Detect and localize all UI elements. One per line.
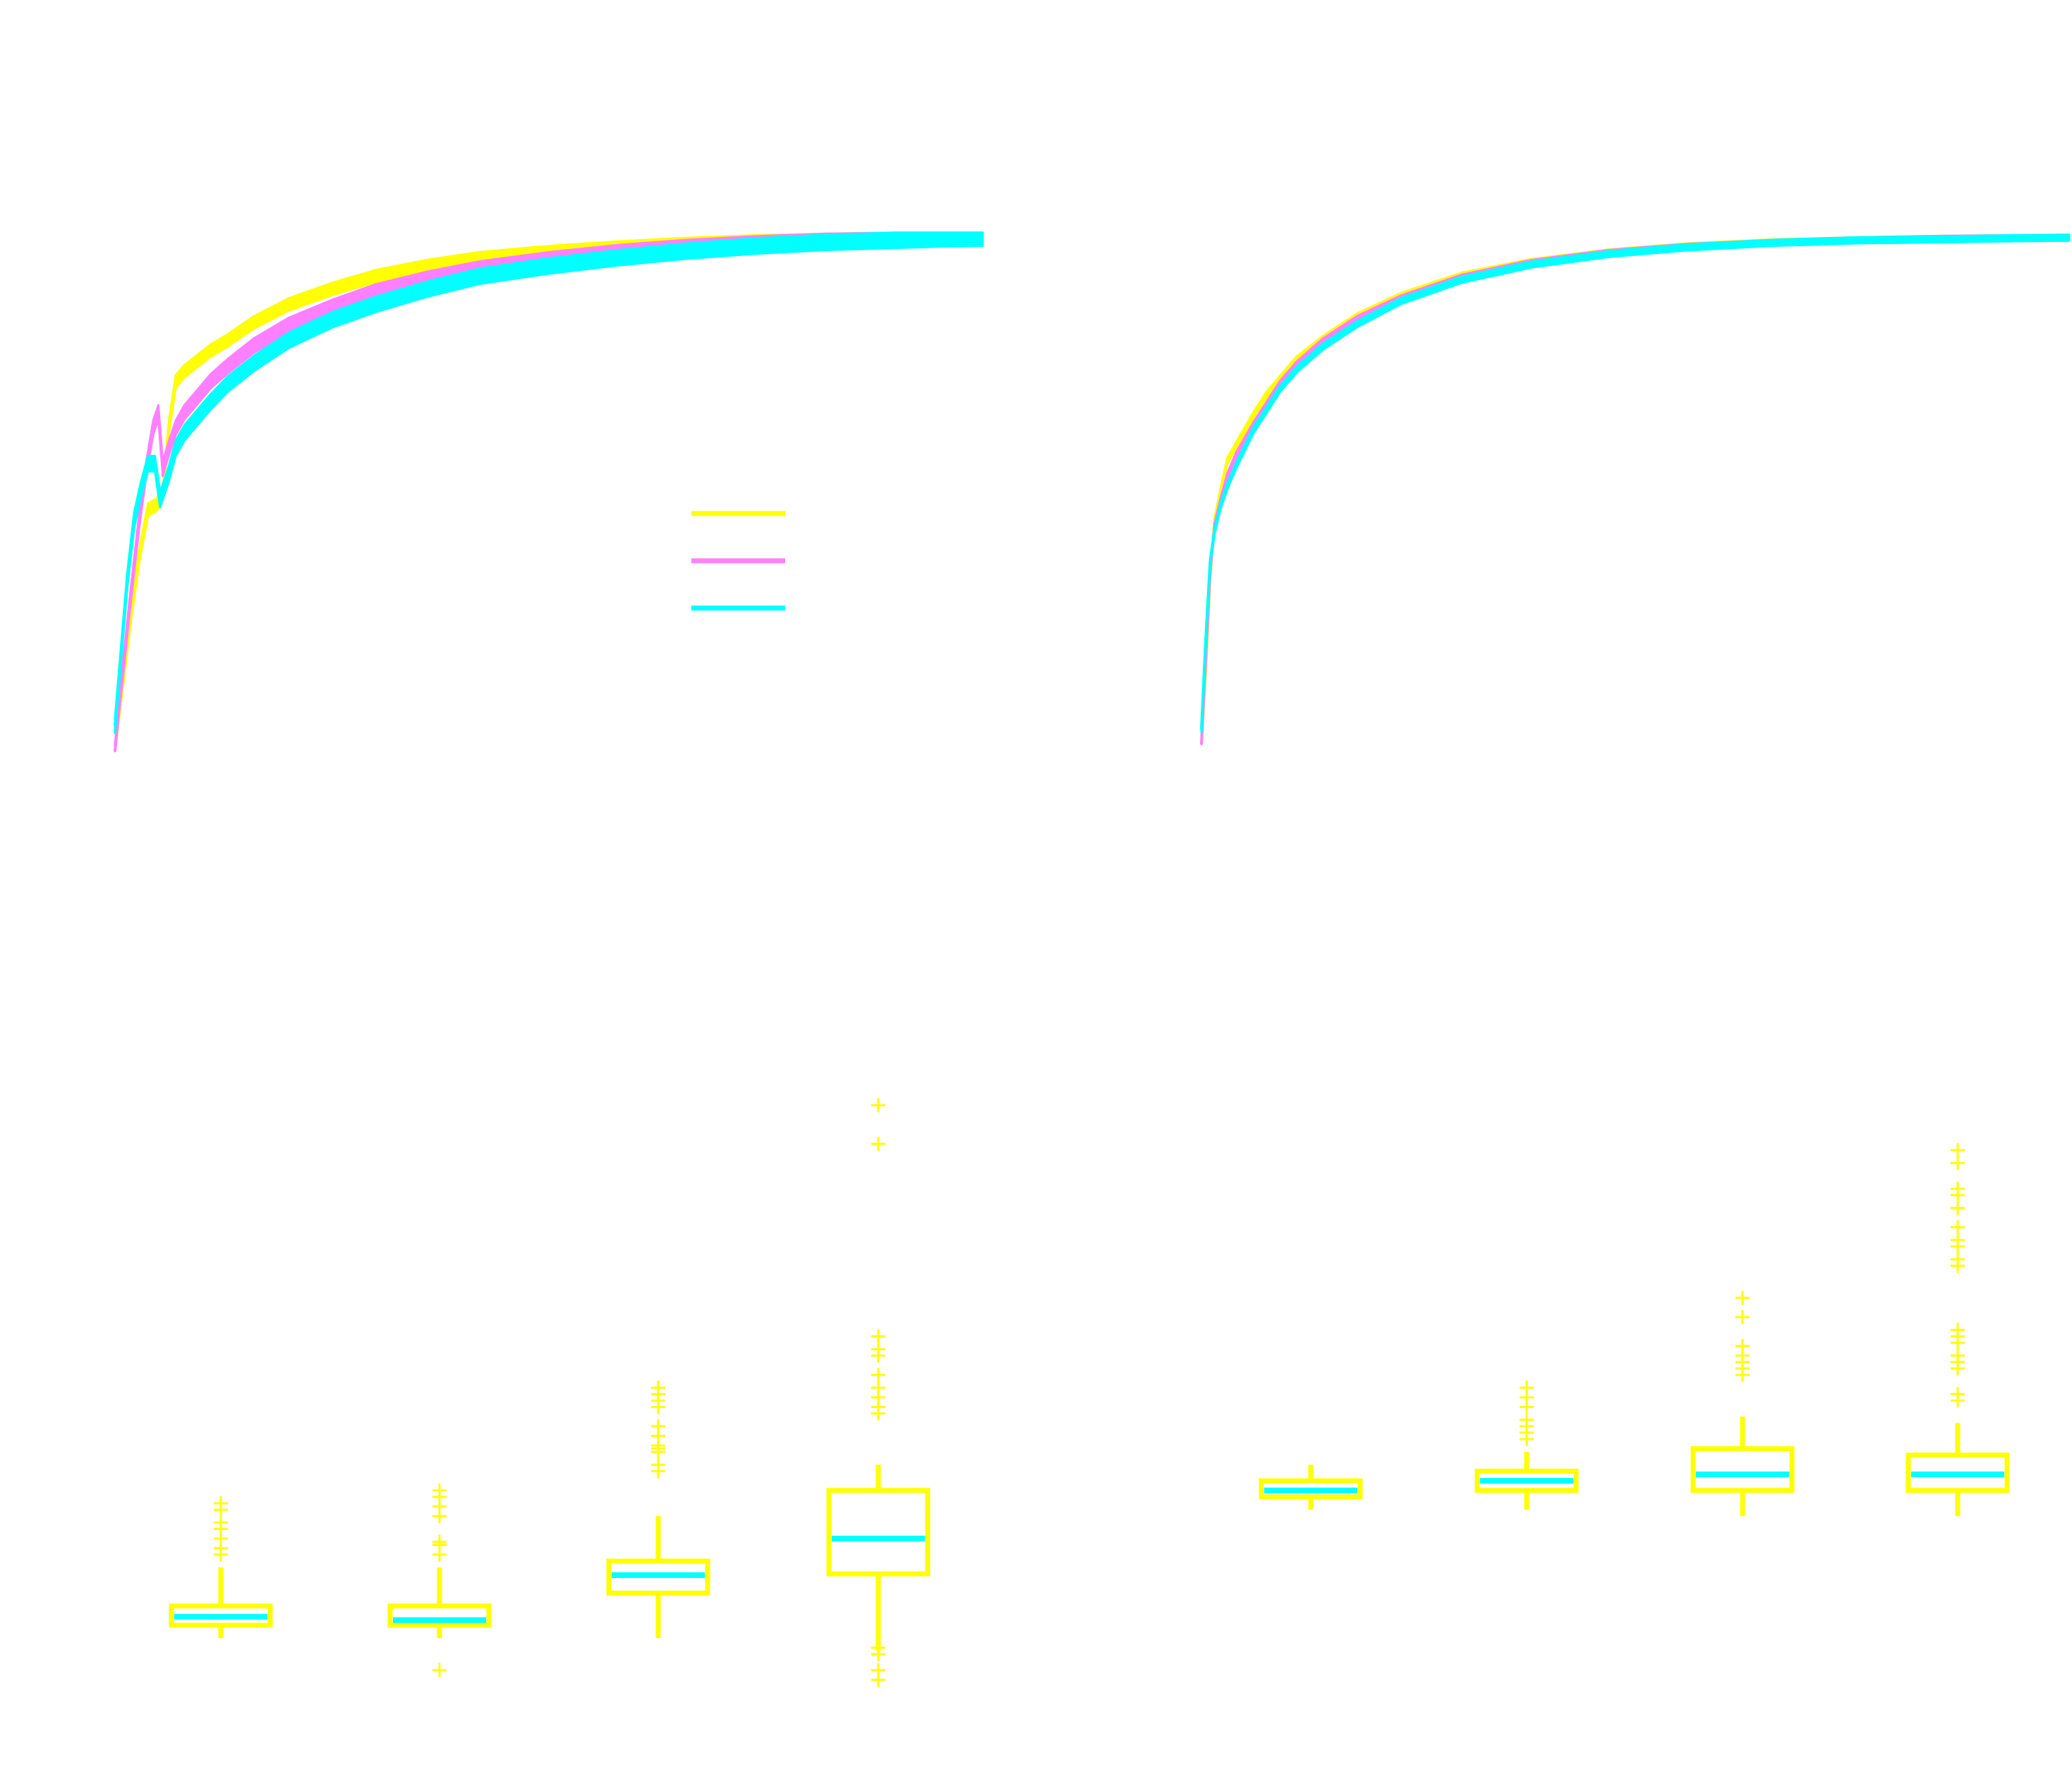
series-1-line bbox=[1200, 236, 2070, 745]
line-chart-top-right bbox=[1200, 233, 2071, 746]
box-2-outlier-4 bbox=[1520, 1412, 1534, 1427]
box-4-outlier-12 bbox=[1951, 1233, 1965, 1247]
box-1 bbox=[1259, 1478, 1363, 1500]
series-2-band bbox=[114, 231, 984, 753]
series-1-band bbox=[114, 231, 984, 753]
series-2-line bbox=[1200, 236, 2070, 745]
box-4-outlier-13 bbox=[1951, 1220, 1965, 1234]
box-4-outlier-14 bbox=[871, 1098, 885, 1112]
series-3-line bbox=[1200, 236, 2070, 729]
series-3-band bbox=[1200, 233, 2071, 734]
box-4-outlier-14 bbox=[1951, 1201, 1965, 1215]
box-plot-bottom-left bbox=[169, 1098, 931, 1687]
box-4-outlier-10 bbox=[1951, 1252, 1965, 1267]
box-4 bbox=[826, 1488, 931, 1577]
box-4-outlier-4 bbox=[871, 1640, 885, 1655]
box-plot-bottom-right bbox=[1259, 1143, 2010, 1517]
box-3 bbox=[606, 1558, 710, 1596]
box-2-outlier-1 bbox=[432, 1663, 447, 1677]
box-3-outlier-5 bbox=[1735, 1339, 1750, 1354]
series-1-band bbox=[1200, 233, 2071, 746]
box-4-outlier-8 bbox=[871, 1380, 885, 1395]
series-2-line bbox=[114, 236, 983, 752]
series-3-line bbox=[114, 236, 983, 726]
box-2 bbox=[387, 1603, 492, 1628]
series-3-band bbox=[114, 231, 984, 734]
box-4-outlier-17 bbox=[1951, 1155, 1965, 1170]
box-1-outlier-5 bbox=[214, 1515, 228, 1530]
box-4-outlier-8 bbox=[1951, 1323, 1965, 1337]
box-3-outlier-7 bbox=[651, 1419, 665, 1433]
box-4-outlier-11 bbox=[871, 1342, 885, 1356]
box-4-outlier-2 bbox=[871, 1663, 885, 1677]
box-4-outlier-13 bbox=[871, 1136, 885, 1151]
box-1 bbox=[169, 1603, 273, 1628]
line-chart-top-left bbox=[114, 231, 984, 753]
box-1-outlier-7 bbox=[214, 1496, 228, 1511]
box-2-outlier-4 bbox=[432, 1534, 447, 1549]
box-3-outlier-2 bbox=[651, 1457, 665, 1472]
box-3 bbox=[1690, 1446, 1795, 1493]
box-4-outlier-16 bbox=[1951, 1182, 1965, 1196]
box-4-outlier-12 bbox=[871, 1329, 885, 1344]
box-2-outlier-8 bbox=[432, 1483, 447, 1498]
box-2-outlier-7 bbox=[1520, 1380, 1534, 1395]
box-3-outlier-6 bbox=[1735, 1310, 1750, 1325]
box-4-outlier-9 bbox=[871, 1368, 885, 1383]
box-3-outlier-7 bbox=[1735, 1290, 1750, 1305]
box-4-outlier-5 bbox=[1951, 1348, 1965, 1363]
box-2 bbox=[1474, 1469, 1579, 1493]
box-3-outlier-11 bbox=[651, 1380, 665, 1395]
box-4-outlier-18 bbox=[1951, 1143, 1965, 1158]
series-1-line bbox=[114, 236, 983, 752]
box-4 bbox=[1906, 1452, 2010, 1493]
box-4-outlier-2 bbox=[1951, 1387, 1965, 1402]
series-2-band bbox=[1200, 233, 2071, 746]
